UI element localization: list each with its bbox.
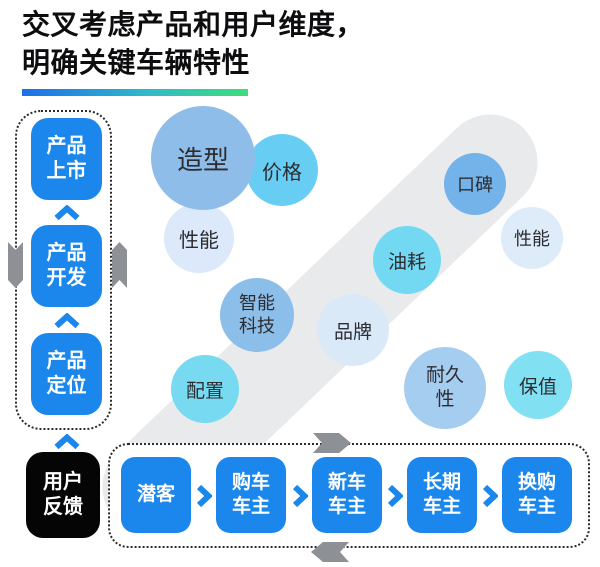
bubble-label: 价格 (262, 161, 302, 184)
bubble-label: 性能 (179, 229, 219, 252)
bubble-label: 造型 (176, 144, 229, 175)
bubble-label: 保值 (518, 376, 557, 398)
attribute-bubble-smart-tech: 智能 科技 (220, 278, 294, 352)
attribute-bubble-brand: 品牌 (317, 294, 389, 366)
attribute-bubble-value-retention: 保值 (504, 351, 572, 419)
attribute-bubble-configuration: 配置 (171, 355, 239, 423)
stage-box-product-positioning: 产品 定位 (31, 333, 102, 415)
right-chevron-icon (482, 484, 498, 508)
up-ribbon-arrow-icon (112, 242, 127, 288)
journey-box-prospect: 潜客 (121, 457, 191, 533)
bubble-label: 配置 (185, 380, 224, 402)
attribute-bubble-performance-right: 性能 (501, 207, 563, 269)
journey-box-repurchase-owner: 换购 车主 (502, 457, 572, 533)
bubble-label: 口碑 (457, 175, 493, 195)
up-chevron-icon (54, 205, 80, 220)
attribute-bubble-styling: 造型 (151, 106, 255, 210)
title-underline (22, 89, 248, 96)
page-title-line1: 交叉考虑产品和用户维度， (22, 9, 365, 40)
journey-box-long-term-owner: 长期 车主 (407, 457, 477, 533)
stage-box-product-launch: 产品 上市 (31, 118, 102, 200)
bubble-label: 智能 科技 (239, 293, 275, 336)
attribute-bubble-durability: 耐久 性 (404, 347, 486, 429)
journey-box-new-car-owner: 新车 车主 (312, 457, 382, 533)
stage-box-product-development: 产品 开发 (31, 225, 102, 307)
right-chevron-icon (292, 484, 308, 508)
page-title: 交叉考虑产品和用户维度， 明确关键车辆特性 (22, 6, 364, 82)
bubble-label: 油耗 (387, 251, 426, 273)
journey-box-buying-owner: 购车 车主 (216, 457, 286, 533)
right-chevron-icon (387, 484, 403, 508)
attribute-bubble-performance-left: 性能 (164, 203, 234, 273)
attribute-bubble-fuel-consumption: 油耗 (373, 226, 441, 294)
user-feedback-box: 用户 反馈 (26, 452, 100, 538)
attribute-bubble-reputation: 口碑 (444, 153, 506, 215)
bubble-label: 耐久 性 (425, 365, 464, 410)
page-title-line2: 明确关键车辆特性 (22, 47, 251, 78)
up-chevron-icon (54, 434, 80, 449)
bubble-label: 品牌 (333, 321, 372, 343)
right-chevron-icon (196, 484, 212, 508)
bubble-label: 性能 (514, 229, 550, 249)
down-ribbon-arrow-icon (8, 242, 23, 288)
backward-ribbon-arrow-icon (311, 542, 349, 562)
forward-ribbon-arrow-icon (313, 433, 351, 453)
up-chevron-icon (54, 313, 80, 328)
attribute-bubble-price: 价格 (246, 134, 318, 206)
